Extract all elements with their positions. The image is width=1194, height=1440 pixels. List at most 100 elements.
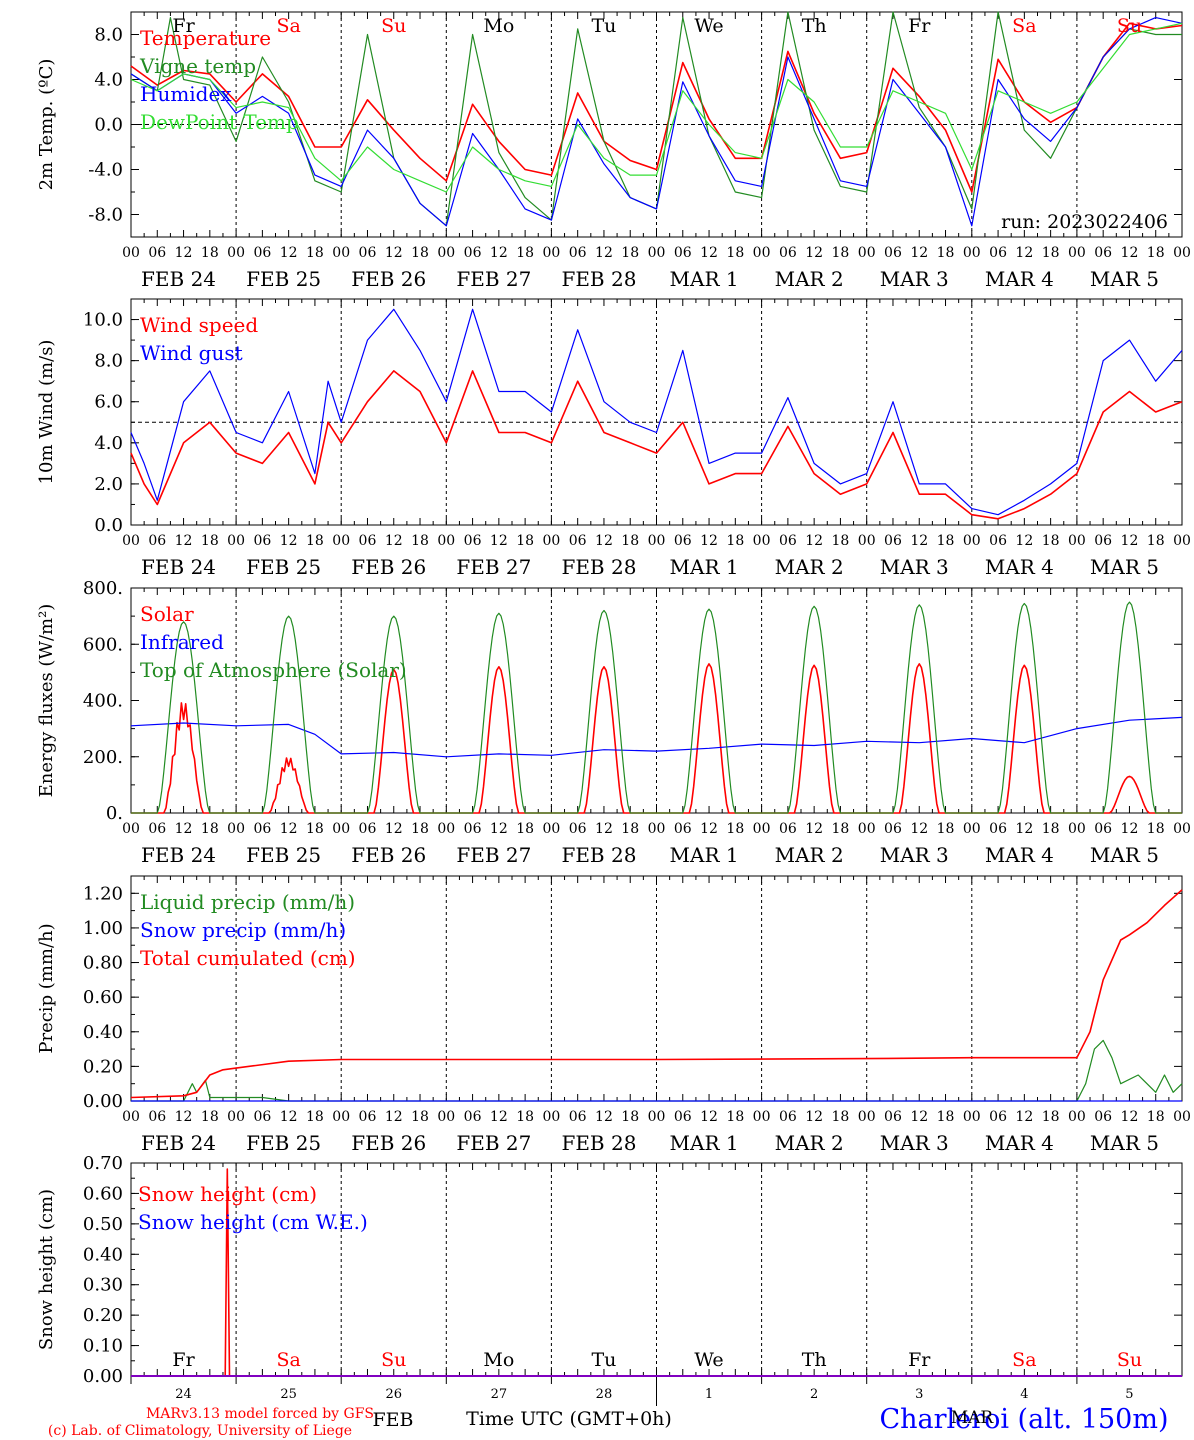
date-label: MAR 2 — [775, 267, 844, 291]
date-label: FEB 24 — [141, 1131, 216, 1155]
legend: Snow height (cm) Snow height (cm W.E.) — [138, 1182, 368, 1234]
hour-label: 00 — [858, 821, 876, 837]
hour-label: 00 — [648, 245, 666, 261]
hour-label: 18 — [1147, 1109, 1165, 1125]
run-label: run: 2023022406 — [1001, 211, 1168, 233]
series-line — [130, 308, 1183, 516]
legend-entry: Snow height (cm) — [138, 1182, 317, 1206]
hour-label: 18 — [411, 533, 429, 549]
hour-label: 12 — [280, 821, 298, 837]
hour-label: 12 — [175, 245, 193, 261]
date-label: MAR 3 — [880, 267, 949, 291]
hour-label: 00 — [648, 1109, 666, 1125]
weekday-label: Fr — [908, 1349, 931, 1371]
hour-label: 18 — [726, 533, 744, 549]
date-label: FEB 26 — [351, 843, 426, 867]
hour-label: 00 — [542, 245, 560, 261]
date-label: MAR 4 — [985, 267, 1054, 291]
hour-label: 18 — [516, 1109, 534, 1125]
hour-label: 12 — [175, 821, 193, 837]
y-axis-title: 10m Wind (m/s) — [36, 340, 57, 485]
legend-entry: Infrared — [140, 630, 224, 654]
y-tick-label: 0.60 — [83, 1183, 123, 1204]
y-tick-label: 0.20 — [83, 1305, 123, 1326]
hour-label: 00 — [437, 821, 455, 837]
legend-entry: Humidex — [140, 82, 232, 106]
weekday-label: Fr — [172, 15, 195, 37]
y-tick-label: 800. — [83, 578, 123, 599]
hour-label: 00 — [1068, 821, 1086, 837]
y-tick-label: 4.0 — [94, 70, 123, 91]
y-tick-label: 8.0 — [94, 351, 123, 372]
y-tick-label: 0.00 — [83, 1091, 123, 1112]
hour-label: 18 — [306, 533, 324, 549]
date-label: MAR 5 — [1090, 555, 1159, 579]
date-label: FEB 26 — [351, 1131, 426, 1155]
hour-label: 06 — [674, 533, 692, 549]
hour-label: 12 — [490, 245, 508, 261]
hour-label: 00 — [648, 821, 666, 837]
hour-label: 00 — [122, 1109, 140, 1125]
y-tick-label: 0.40 — [83, 1244, 123, 1265]
date-label: MAR 3 — [880, 555, 949, 579]
date-label: MAR 1 — [670, 843, 739, 867]
hour-label: 12 — [490, 821, 508, 837]
hour-label: 00 — [963, 1109, 981, 1125]
hour-label: 00 — [542, 821, 560, 837]
hour-label: 18 — [306, 245, 324, 261]
date-label: FEB 28 — [561, 1131, 636, 1155]
hour-label: 06 — [989, 1109, 1007, 1125]
hour-label: 06 — [1094, 533, 1112, 549]
panel-snow: 0.00 0.10 0.20 0.30 0.40 0.50 0.60 0.70 Snow hei… — [36, 1153, 1183, 1406]
hour-label: 18 — [201, 533, 219, 549]
legend-entry: Snow height (cm W.E.) — [138, 1210, 368, 1234]
y-tick-label: -4.0 — [88, 160, 123, 181]
hour-label: 06 — [253, 1109, 271, 1125]
hour-label: 06 — [464, 821, 482, 837]
legend-entry: DewPoint Temp — [140, 110, 299, 134]
hour-label: 18 — [621, 533, 639, 549]
hour-label: 00 — [858, 1109, 876, 1125]
hour-label: 12 — [280, 245, 298, 261]
hour-label: 12 — [700, 245, 718, 261]
hour-label: 00 — [858, 533, 876, 549]
hour-label: 18 — [1042, 533, 1060, 549]
hour-label: 00 — [963, 821, 981, 837]
day-number: 5 — [1125, 1387, 1133, 1402]
y-axis-title: 2m Temp. (ºC) — [36, 59, 57, 191]
hour-label: 18 — [1147, 245, 1165, 261]
y-tick-label: 0.10 — [83, 1336, 123, 1357]
y-axis-title: Snow height (cm) — [36, 1189, 57, 1350]
hour-label: 06 — [359, 1109, 377, 1125]
day-number: 3 — [915, 1387, 923, 1402]
series-line — [130, 716, 1183, 758]
date-label: FEB 26 — [351, 555, 426, 579]
date-label: FEB 24 — [141, 555, 216, 579]
hour-label: 06 — [359, 245, 377, 261]
weekday-label: Fr — [908, 15, 931, 37]
weekday-label: Sa — [276, 1349, 300, 1371]
date-label: FEB 27 — [456, 843, 531, 867]
weekday-label: Mo — [483, 15, 514, 37]
hour-label: 12 — [280, 533, 298, 549]
hour-label: 18 — [726, 245, 744, 261]
hour-label: 06 — [779, 533, 797, 549]
hour-label: 12 — [1015, 245, 1033, 261]
hour-label: 12 — [805, 245, 823, 261]
legend-entry: Total cumulated (cm) — [140, 946, 356, 970]
hour-label: 12 — [175, 1109, 193, 1125]
y-axis-title: Energy fluxes (W/m²) — [36, 604, 57, 798]
weekday-label: Sa — [1012, 15, 1036, 37]
series-line — [130, 22, 1183, 193]
weekday-label: Fr — [172, 1349, 195, 1371]
hour-label: 12 — [385, 1109, 403, 1125]
hour-label: 00 — [332, 533, 350, 549]
hour-label: 18 — [1042, 1109, 1060, 1125]
hour-label: 00 — [753, 533, 771, 549]
hour-label: 00 — [227, 245, 245, 261]
y-tick-label: 0.50 — [83, 1214, 123, 1235]
date-label: MAR 3 — [880, 843, 949, 867]
hour-label: 00 — [332, 821, 350, 837]
